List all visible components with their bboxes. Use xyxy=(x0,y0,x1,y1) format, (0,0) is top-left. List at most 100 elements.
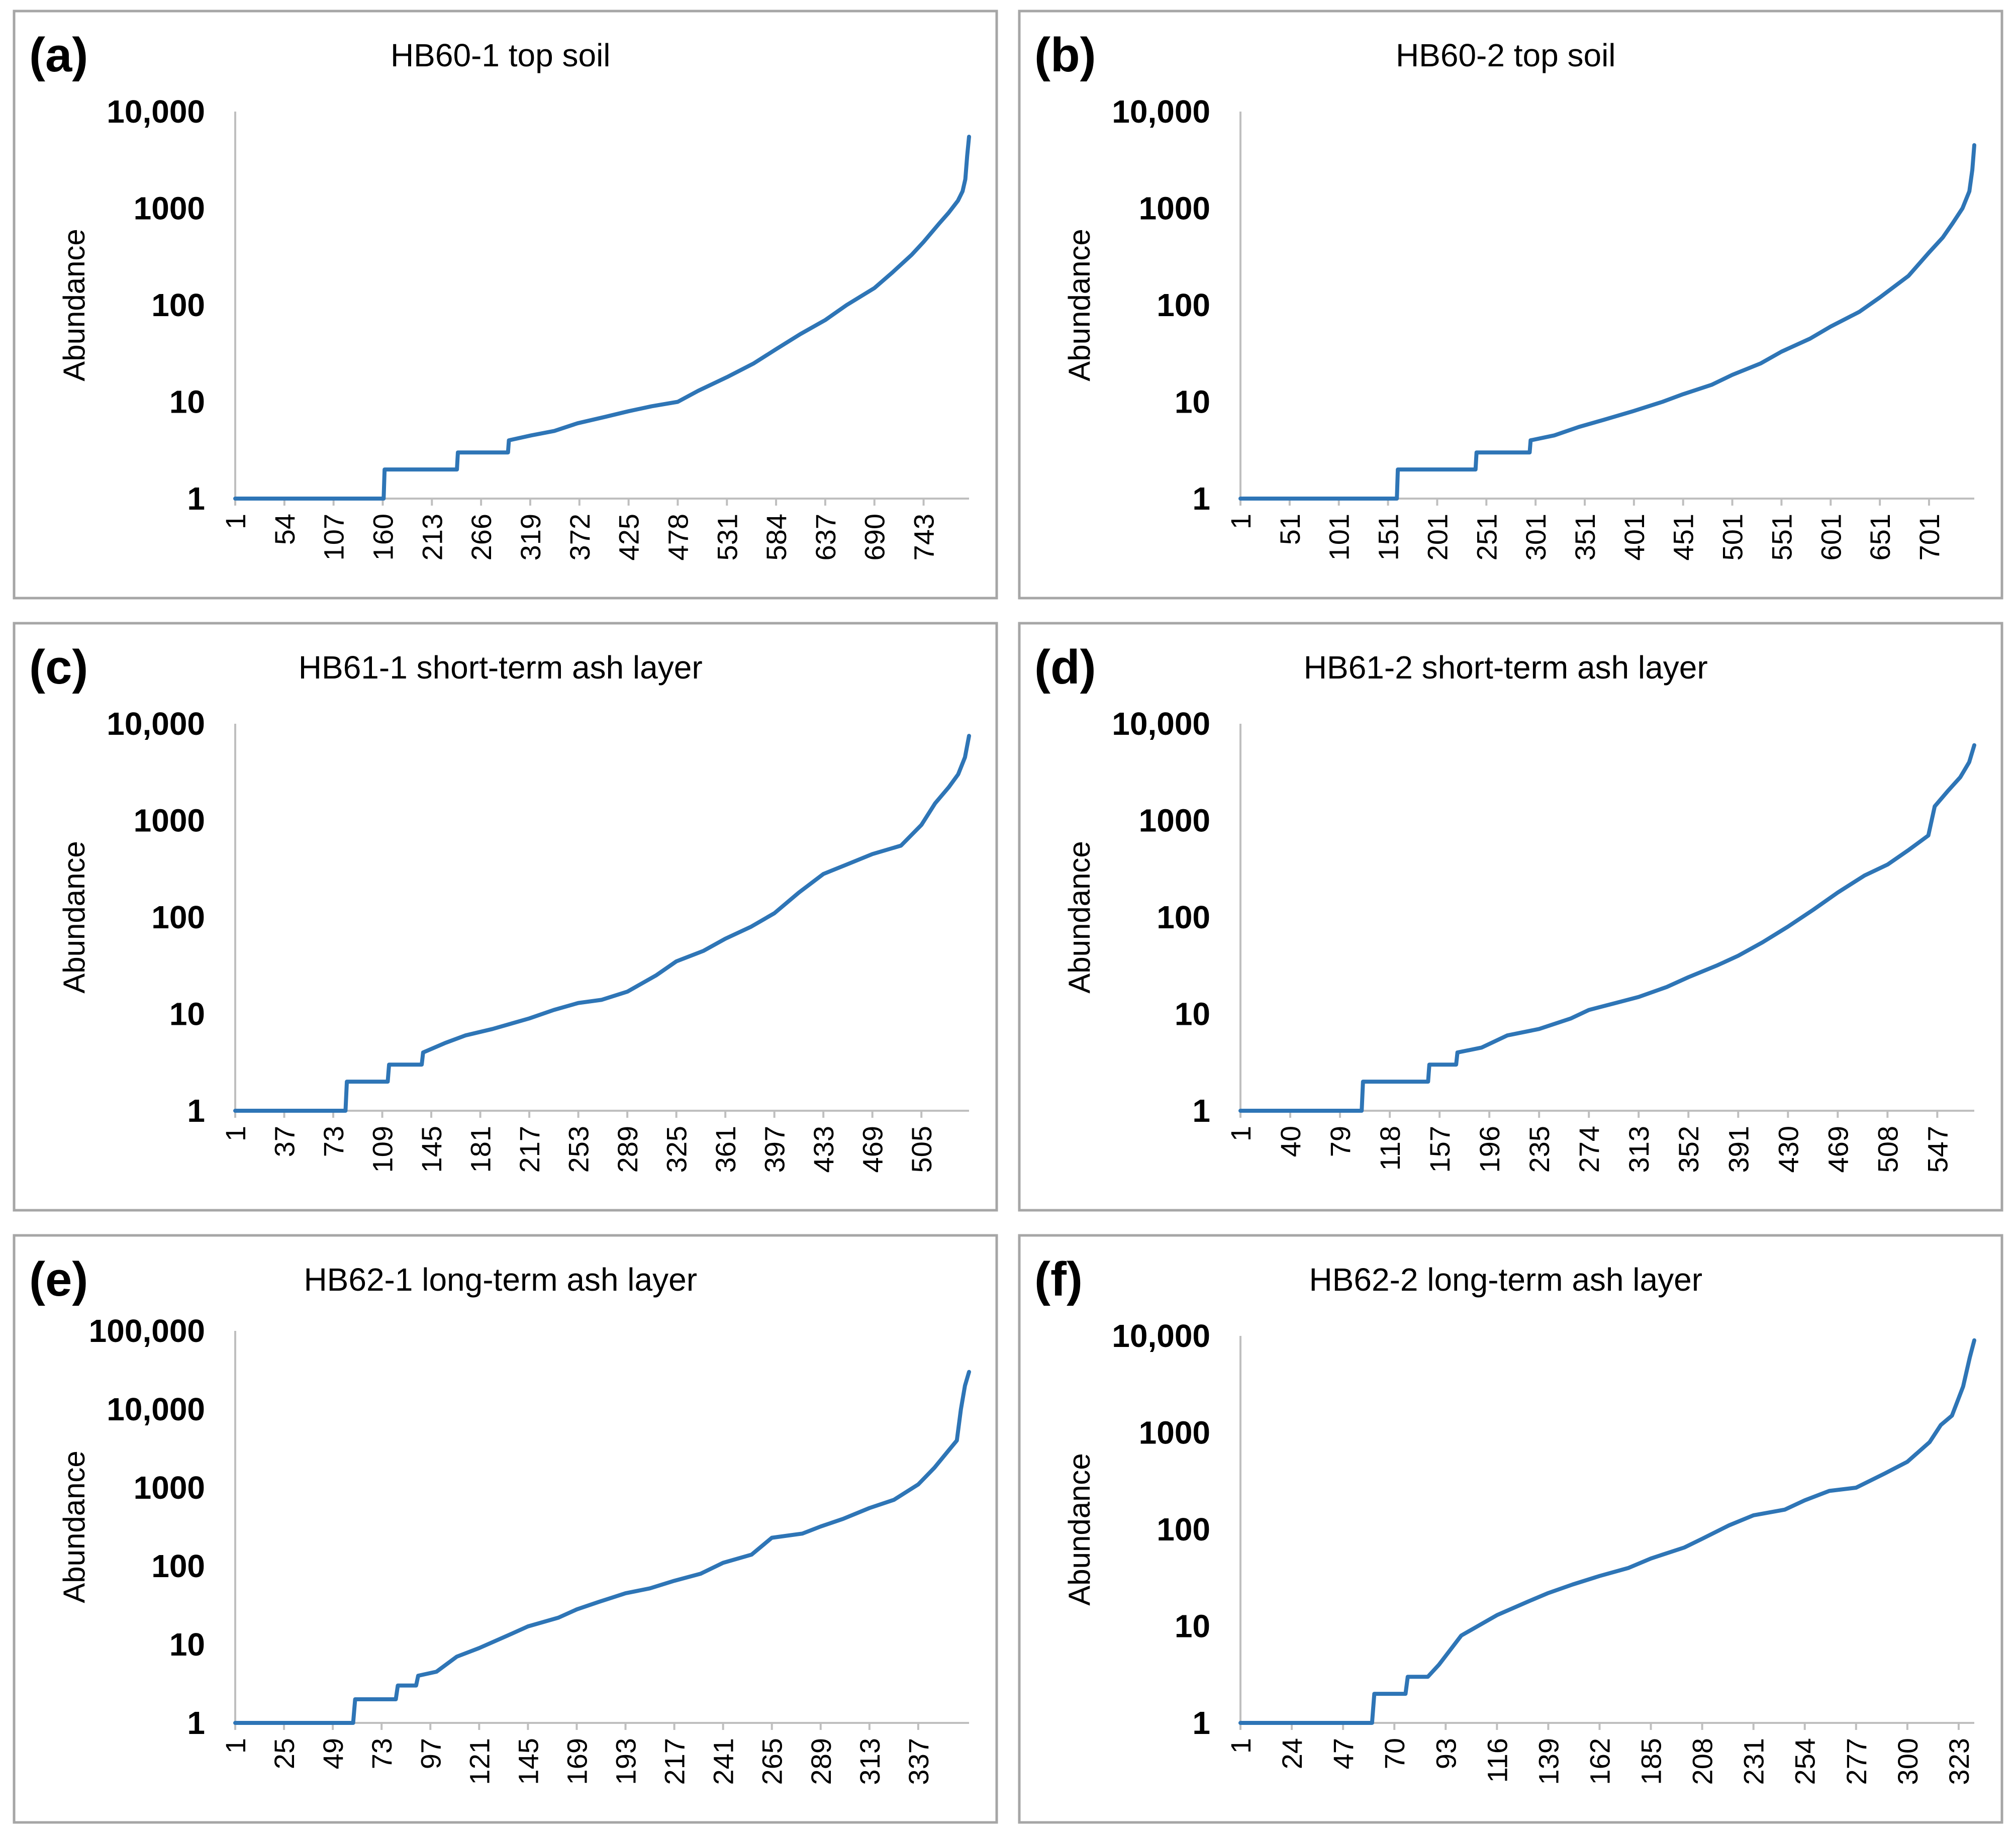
chart-title: HB61-2 short-term ash layer xyxy=(1304,649,1708,686)
x-tick-label: 139 xyxy=(1532,1738,1564,1785)
x-tick-label: 107 xyxy=(318,514,350,560)
x-tick-label: 47 xyxy=(1327,1738,1359,1769)
x-tick-label: 101 xyxy=(1323,514,1355,560)
x-tick-label: 79 xyxy=(1324,1126,1356,1157)
x-tick-label: 743 xyxy=(908,514,940,560)
x-tick-label: 235 xyxy=(1523,1126,1555,1173)
x-tick-label: 37 xyxy=(269,1126,301,1157)
panel-letter: (f) xyxy=(1034,1252,1083,1306)
x-tick-label: 24 xyxy=(1276,1738,1308,1769)
x-tick-label: 690 xyxy=(859,514,891,560)
x-tick-label: 145 xyxy=(416,1126,447,1173)
x-tick-label: 531 xyxy=(711,514,743,560)
x-tick-label: 251 xyxy=(1471,514,1502,560)
y-tick-label: 10 xyxy=(169,384,205,420)
x-tick-label: 162 xyxy=(1584,1738,1615,1785)
y-tick-label: 10,000 xyxy=(107,93,205,130)
y-tick-label: 100 xyxy=(1157,1511,1210,1547)
y-tick-label: 1 xyxy=(1192,1093,1210,1129)
y-tick-label: 10 xyxy=(1175,384,1210,420)
x-tick-label: 301 xyxy=(1520,514,1552,560)
x-tick-label: 196 xyxy=(1474,1126,1505,1173)
y-tick-label: 100 xyxy=(151,287,205,323)
x-tick-label: 289 xyxy=(805,1738,837,1785)
panel-frame xyxy=(13,1234,998,1824)
y-tick-label: 10,000 xyxy=(107,706,205,742)
x-tick-label: 185 xyxy=(1636,1738,1667,1785)
series-line xyxy=(233,734,971,1113)
x-tick-label: 118 xyxy=(1374,1126,1406,1171)
x-tick-label: 289 xyxy=(612,1126,643,1173)
x-tick-label: 337 xyxy=(903,1738,934,1785)
panel-frame xyxy=(1018,1234,2003,1824)
x-tick-label: 169 xyxy=(561,1738,593,1785)
x-tick-label: 325 xyxy=(661,1126,693,1173)
chart-title: HB62-2 long-term ash layer xyxy=(1309,1262,1702,1298)
y-tick-label: 10,000 xyxy=(1112,1318,1210,1354)
chart-panel: (a) HB60-1 top soil 1 10 100 1000 10,000 Abunda… xyxy=(13,10,998,600)
x-tick-label: 425 xyxy=(613,514,645,560)
chart-panel: (f) HB62-2 long-term ash layer 1 10 100 1000 1… xyxy=(1018,1234,2003,1824)
x-tick-label: 601 xyxy=(1815,514,1847,560)
x-tick-label: 1 xyxy=(220,1126,251,1141)
x-tick-label: 323 xyxy=(1943,1738,1975,1785)
x-tick-label: 1 xyxy=(220,1738,251,1754)
y-tick-label: 1 xyxy=(1192,1705,1210,1741)
x-tick-label: 51 xyxy=(1274,514,1306,545)
y-axis-label: Abundance xyxy=(57,841,91,994)
y-tick-label: 1000 xyxy=(1139,1415,1210,1451)
chart-title: HB62-1 long-term ash layer xyxy=(304,1262,697,1298)
y-axis-label: Abundance xyxy=(57,229,91,381)
x-tick-label: 469 xyxy=(1822,1126,1854,1173)
x-tick-label: 40 xyxy=(1275,1126,1306,1157)
y-tick-label: 10 xyxy=(1175,996,1210,1032)
x-tick-label: 121 xyxy=(463,1738,495,1785)
x-tick-label: 501 xyxy=(1717,514,1749,560)
x-tick-label: 109 xyxy=(367,1126,399,1173)
chart-title: HB60-1 top soil xyxy=(391,37,611,73)
chart-title: HB61-1 short-term ash layer xyxy=(299,649,703,686)
x-tick-label: 277 xyxy=(1841,1738,1872,1785)
x-tick-label: 319 xyxy=(515,514,546,560)
chart-panel: (e) HB62-1 long-term ash layer 1 10 100 1000 1… xyxy=(13,1234,998,1824)
y-tick-label: 1000 xyxy=(134,190,205,227)
panel-letter: (b) xyxy=(1034,28,1096,82)
x-tick-label: 70 xyxy=(1379,1738,1410,1769)
x-tick-label: 54 xyxy=(269,514,301,545)
y-tick-label: 10,000 xyxy=(1112,706,1210,742)
x-tick-label: 217 xyxy=(659,1738,691,1785)
x-tick-label: 181 xyxy=(465,1126,497,1173)
y-tick-label: 10,000 xyxy=(107,1391,205,1427)
x-tick-label: 253 xyxy=(563,1126,595,1173)
y-tick-label: 100 xyxy=(1157,287,1210,323)
x-tick-label: 193 xyxy=(610,1738,642,1785)
y-axis-label: Abundance xyxy=(1063,229,1096,381)
x-tick-label: 651 xyxy=(1864,514,1896,560)
x-tick-label: 73 xyxy=(318,1126,349,1157)
y-tick-label: 100,000 xyxy=(89,1313,205,1349)
x-tick-label: 433 xyxy=(808,1126,839,1173)
y-tick-label: 100 xyxy=(1157,899,1210,935)
x-tick-label: 478 xyxy=(662,514,694,560)
series-line xyxy=(233,1370,971,1725)
panel-letter: (e) xyxy=(29,1252,88,1306)
x-tick-label: 217 xyxy=(514,1126,545,1173)
y-axis-label: Abundance xyxy=(57,1450,91,1603)
x-tick-label: 208 xyxy=(1687,1738,1718,1785)
x-tick-label: 213 xyxy=(416,514,448,560)
y-tick-label: 1000 xyxy=(1139,190,1210,227)
chart-title: HB60-2 top soil xyxy=(1396,37,1616,73)
x-tick-label: 116 xyxy=(1481,1738,1513,1783)
series-line xyxy=(233,135,971,501)
x-tick-label: 160 xyxy=(367,514,399,560)
x-tick-label: 231 xyxy=(1738,1738,1770,1785)
panel-letter: (d) xyxy=(1034,640,1096,694)
x-tick-label: 313 xyxy=(1623,1126,1655,1173)
x-tick-label: 352 xyxy=(1673,1126,1704,1173)
panel-frame xyxy=(13,10,998,600)
x-tick-label: 391 xyxy=(1722,1126,1754,1173)
x-tick-label: 1 xyxy=(1225,1738,1257,1754)
x-tick-label: 151 xyxy=(1373,514,1404,560)
panel-frame xyxy=(13,622,998,1212)
